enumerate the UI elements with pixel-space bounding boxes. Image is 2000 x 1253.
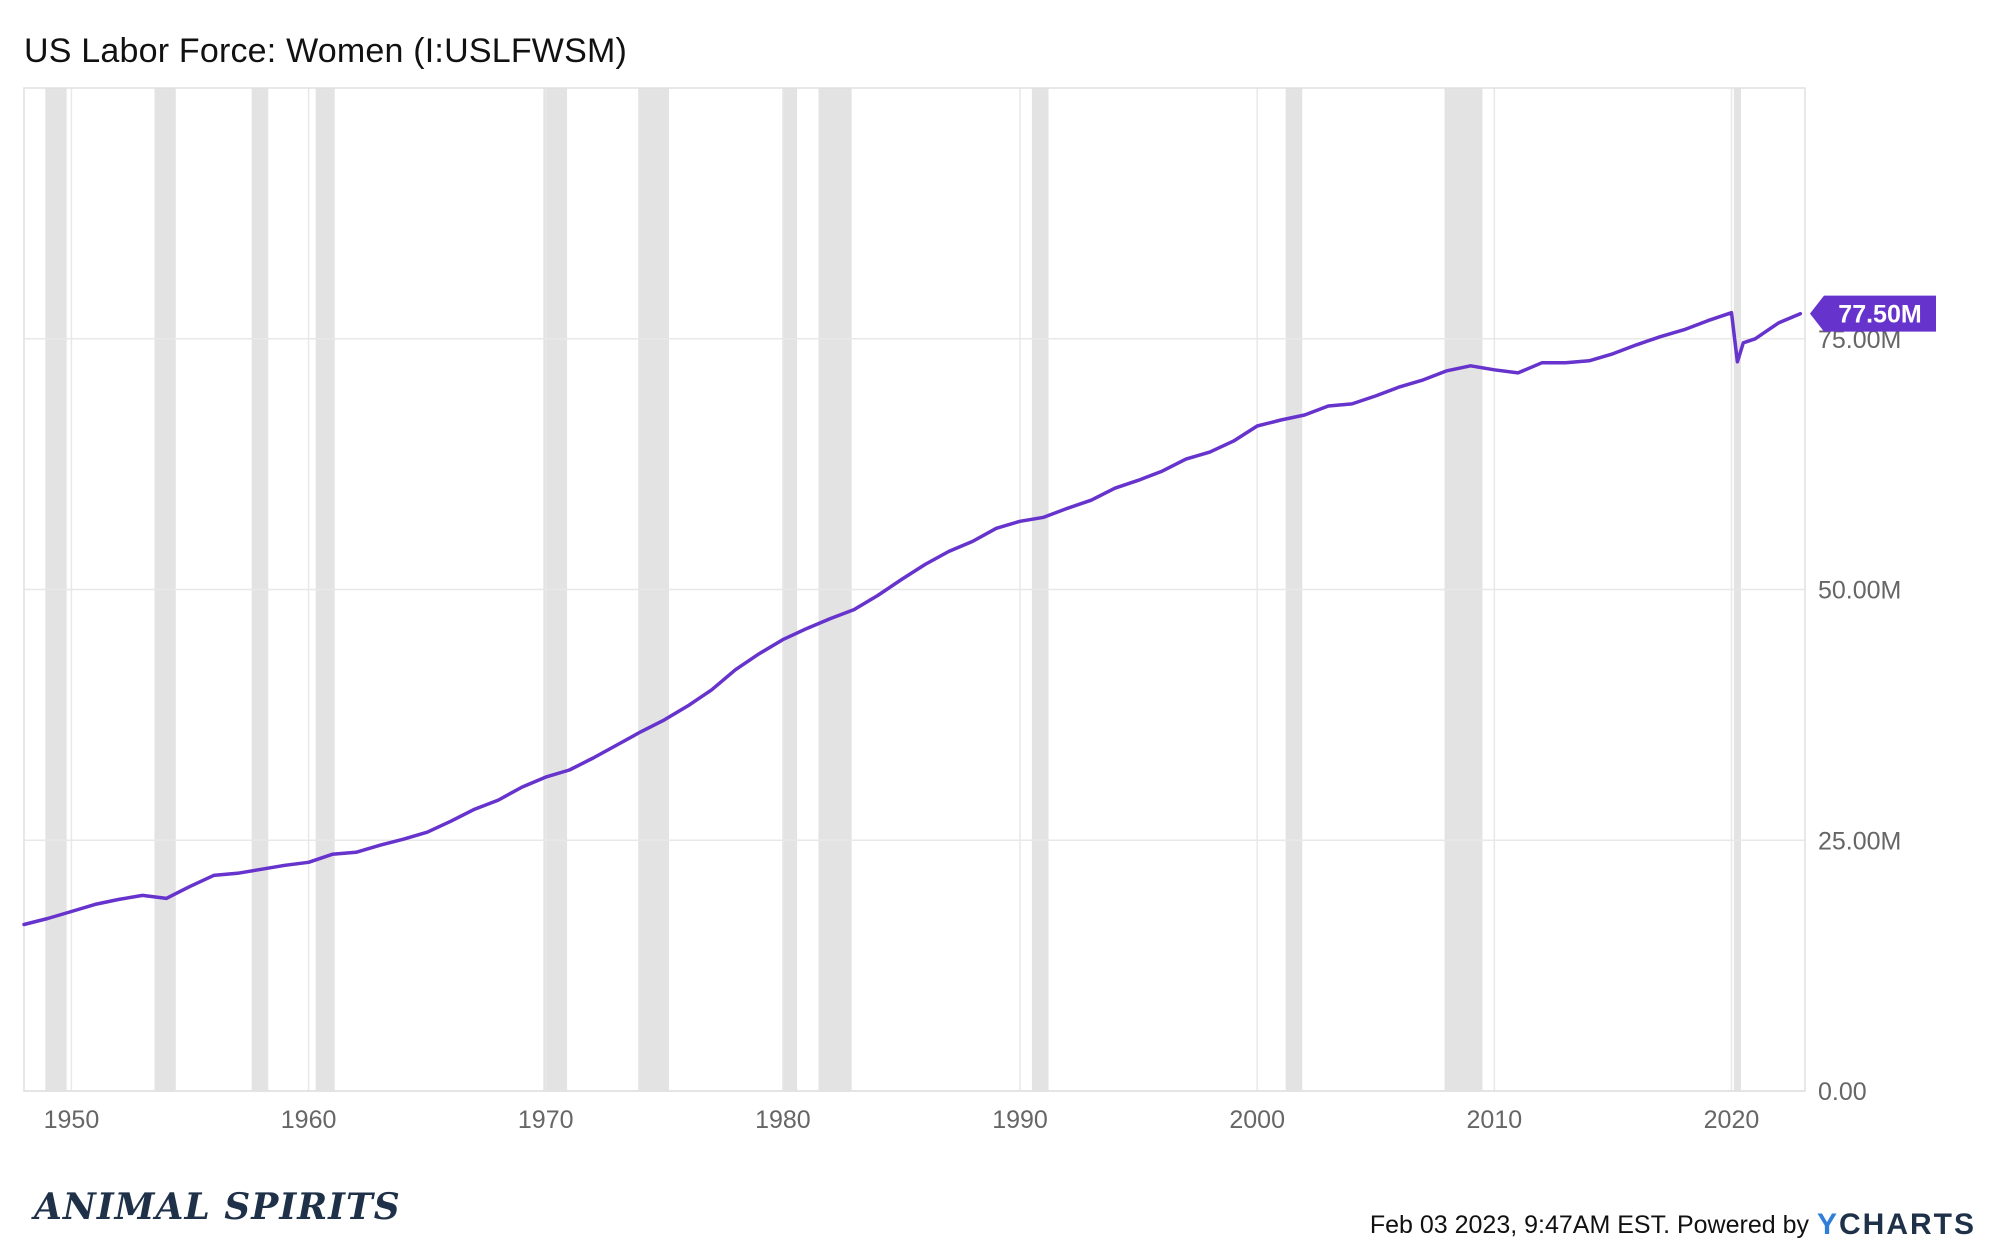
series-group [22, 310, 1803, 927]
x-tick-label: 2000 [1229, 1106, 1285, 1134]
x-tick-label: 2010 [1467, 1106, 1523, 1134]
gridlines [24, 88, 1805, 1092]
plot-frame [23, 87, 1806, 1092]
animal-spirits-logo: ANIMAL SPIRITS [34, 1186, 401, 1228]
timestamp-credit: Feb 03 2023, 9:47AM EST. Powered by [1369, 1210, 1809, 1239]
x-tick-label: 1960 [281, 1106, 337, 1134]
ycharts-logo-text: CHARTS [1839, 1208, 1976, 1241]
x-tick-label: 1970 [518, 1106, 574, 1134]
last-value-badge-label: 77.50M [1838, 301, 1921, 329]
x-tick-label: 1950 [44, 1106, 100, 1134]
chart-title: US Labor Force: Women (I:USLFWSM) [24, 32, 627, 70]
footer-credit: Feb 03 2023, 9:47AM EST. Powered by YCHA… [1370, 1208, 1976, 1242]
x-tick-label: 1990 [992, 1106, 1048, 1134]
y-tick-label: 25.00M [1818, 827, 1901, 855]
last-value-badge-shape [1810, 295, 1936, 332]
ycharts-logo[interactable]: YCHARTS [1817, 1208, 1976, 1242]
y-tick-label: 0.00 [1818, 1078, 1867, 1106]
x-tick-label: 1980 [755, 1106, 811, 1134]
y-tick-label: 50.00M [1818, 577, 1901, 605]
series-line [22, 310, 1803, 927]
ycharts-logo-y: Y [1816, 1208, 1839, 1241]
x-tick-label: 2020 [1704, 1106, 1760, 1134]
last-value-badge: 77.50M [1810, 295, 1936, 332]
x-axis-ticks: 1950 1960 1970 1980 1990 2000 2010 2020 [44, 1106, 1760, 1134]
